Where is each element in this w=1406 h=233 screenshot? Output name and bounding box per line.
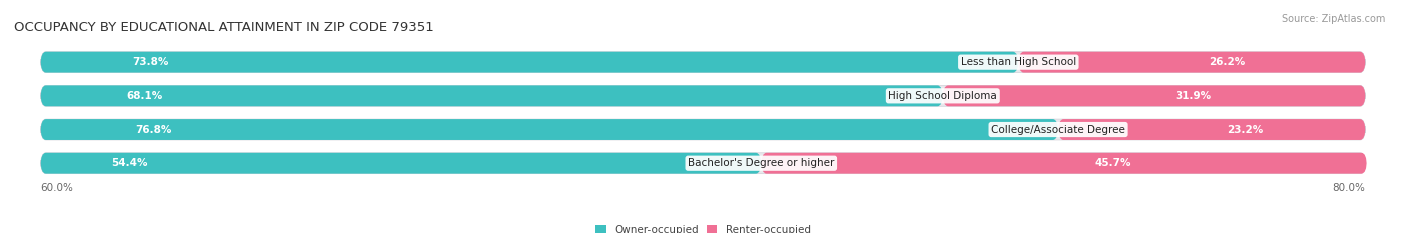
- FancyBboxPatch shape: [41, 153, 1365, 174]
- Text: Less than High School: Less than High School: [960, 57, 1076, 67]
- Legend: Owner-occupied, Renter-occupied: Owner-occupied, Renter-occupied: [595, 225, 811, 233]
- Text: College/Associate Degree: College/Associate Degree: [991, 124, 1125, 134]
- Text: 26.2%: 26.2%: [1209, 57, 1246, 67]
- Text: 73.8%: 73.8%: [132, 57, 169, 67]
- FancyBboxPatch shape: [41, 52, 1018, 73]
- FancyBboxPatch shape: [41, 153, 761, 174]
- Text: 68.1%: 68.1%: [127, 91, 162, 101]
- FancyBboxPatch shape: [1018, 52, 1365, 73]
- FancyBboxPatch shape: [41, 119, 1059, 140]
- Text: 45.7%: 45.7%: [1094, 158, 1130, 168]
- FancyBboxPatch shape: [943, 86, 1365, 106]
- Text: OCCUPANCY BY EDUCATIONAL ATTAINMENT IN ZIP CODE 79351: OCCUPANCY BY EDUCATIONAL ATTAINMENT IN Z…: [14, 21, 434, 34]
- Text: Source: ZipAtlas.com: Source: ZipAtlas.com: [1281, 14, 1385, 24]
- Text: 31.9%: 31.9%: [1175, 91, 1212, 101]
- Text: 80.0%: 80.0%: [1333, 183, 1365, 193]
- Text: 60.0%: 60.0%: [41, 183, 73, 193]
- FancyBboxPatch shape: [41, 52, 1365, 73]
- FancyBboxPatch shape: [41, 86, 1365, 106]
- FancyBboxPatch shape: [761, 153, 1367, 174]
- Text: 54.4%: 54.4%: [111, 158, 148, 168]
- Text: 23.2%: 23.2%: [1227, 124, 1264, 134]
- Text: High School Diploma: High School Diploma: [889, 91, 997, 101]
- FancyBboxPatch shape: [41, 86, 943, 106]
- FancyBboxPatch shape: [1059, 119, 1365, 140]
- FancyBboxPatch shape: [41, 119, 1365, 140]
- Text: Bachelor's Degree or higher: Bachelor's Degree or higher: [688, 158, 835, 168]
- Text: 76.8%: 76.8%: [135, 124, 172, 134]
